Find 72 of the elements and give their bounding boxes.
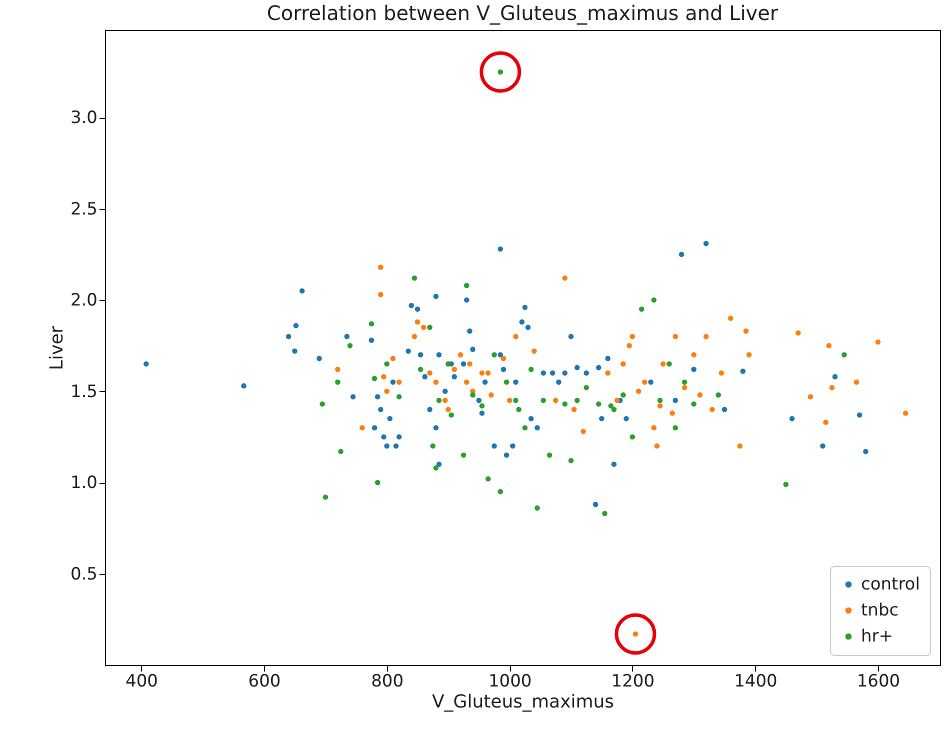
point (574, 398, 580, 404)
x-tick-label: 400 (126, 672, 158, 692)
point (596, 401, 602, 407)
point (691, 401, 696, 407)
point (842, 352, 847, 358)
point (562, 401, 568, 407)
point (412, 276, 418, 281)
x-tick-label: 800 (371, 672, 404, 692)
point (448, 412, 454, 418)
point (320, 401, 325, 407)
x-tick-label: 1000 (488, 672, 532, 692)
y-tick-label: 3.0 (70, 108, 98, 128)
point (446, 361, 451, 367)
point (682, 380, 688, 385)
point (638, 306, 644, 312)
chart-title: Correlation between V_Gluteus_maximus and Liver (266, 1, 779, 25)
point (672, 425, 678, 430)
point (418, 366, 424, 372)
point (504, 380, 510, 385)
x-tick-label: 1400 (734, 672, 778, 692)
point (368, 321, 374, 326)
y-axis-title: Liver (46, 325, 68, 370)
point (479, 403, 485, 409)
x-tick-label: 1600 (856, 672, 900, 692)
point (546, 452, 552, 458)
point (384, 361, 390, 367)
point (602, 510, 608, 516)
y-tick-label: 1.0 (70, 473, 98, 494)
point (485, 476, 491, 482)
point (620, 392, 626, 398)
point (611, 406, 617, 412)
point (630, 434, 636, 440)
y-tick-label: 0.5 (70, 564, 98, 584)
y-tick-label: 2.0 (70, 290, 98, 311)
point (608, 403, 614, 409)
point (470, 392, 476, 398)
point (651, 297, 657, 303)
point (516, 406, 522, 412)
point (436, 398, 442, 404)
point (430, 443, 436, 449)
point (666, 361, 672, 367)
point (783, 482, 789, 487)
legend-label: hr+ (861, 626, 894, 646)
x-tick-label: 600 (248, 672, 281, 692)
legend-label: control (861, 574, 920, 594)
point (540, 398, 546, 404)
point (716, 392, 722, 398)
point (374, 480, 380, 486)
y-tick-label: 2.5 (70, 199, 98, 220)
point (522, 425, 528, 430)
point (427, 324, 432, 330)
x-axis-title: V_Gluteus_maximus (432, 692, 614, 712)
point (513, 398, 518, 404)
point (492, 352, 497, 358)
point (372, 376, 378, 382)
point (433, 465, 439, 471)
point (396, 394, 402, 400)
point (322, 494, 328, 500)
point (498, 489, 504, 494)
point (528, 366, 534, 372)
point (335, 380, 340, 385)
y-tick-label: 1.5 (70, 382, 98, 402)
point (460, 452, 466, 458)
point (568, 458, 574, 464)
point (347, 343, 353, 348)
point (657, 398, 663, 404)
point (534, 505, 540, 511)
x-tick-label: 1200 (611, 672, 655, 692)
point (584, 385, 589, 390)
point (338, 448, 344, 454)
legend-label: tnbc (861, 600, 899, 620)
point (464, 282, 470, 288)
